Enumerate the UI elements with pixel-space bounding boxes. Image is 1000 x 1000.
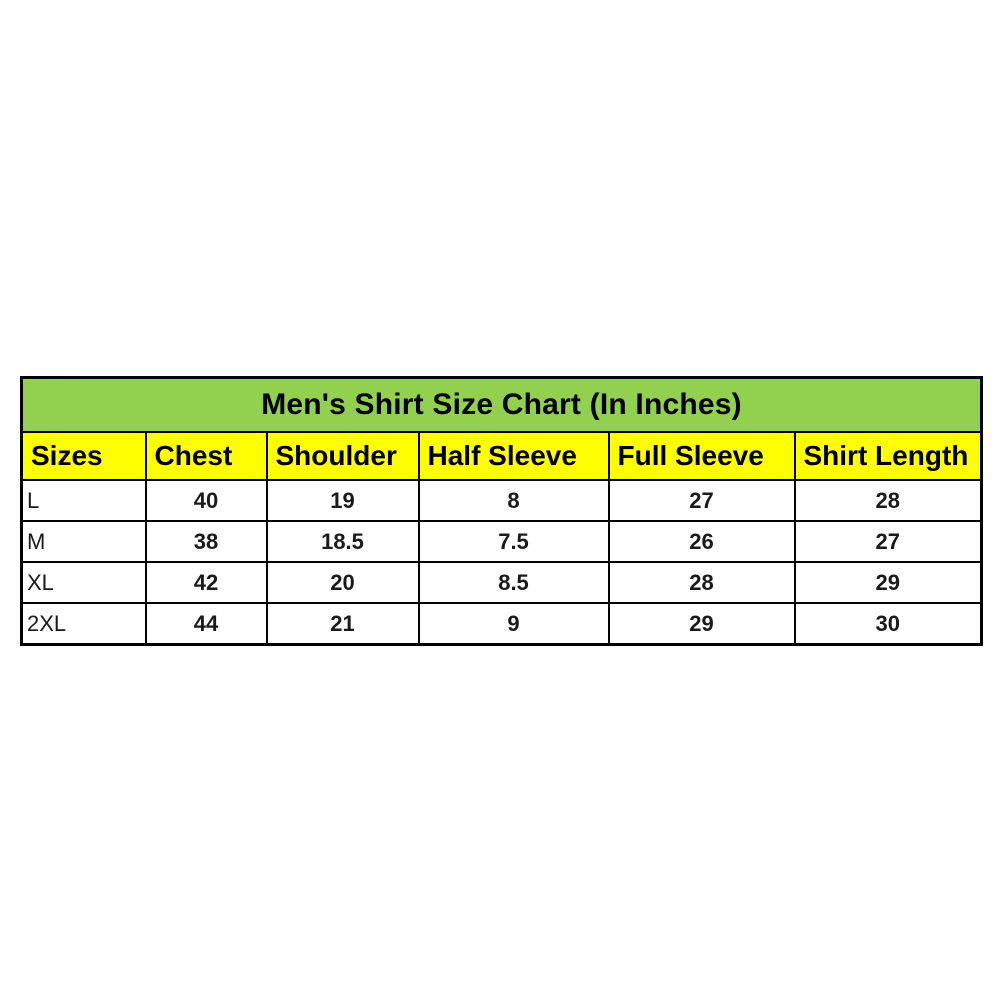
column-header-shoulder: Shoulder bbox=[265, 431, 420, 481]
value-cell: 28 bbox=[793, 479, 983, 522]
table-title: Men's Shirt Size Chart (In Inches) bbox=[20, 376, 983, 433]
value-cell: 20 bbox=[265, 561, 420, 604]
size-chart-table: Men's Shirt Size Chart (In Inches) Sizes… bbox=[20, 376, 984, 646]
size-chart-container: Men's Shirt Size Chart (In Inches) Sizes… bbox=[20, 376, 984, 646]
column-header-half-sleeve: Half Sleeve bbox=[417, 431, 610, 481]
value-cell: 38 bbox=[144, 520, 268, 563]
table-row-m: M 38 18.5 7.5 26 27 bbox=[20, 520, 983, 563]
value-cell: 40 bbox=[144, 479, 268, 522]
size-cell: XL bbox=[20, 561, 147, 604]
table-row-2xl: 2XL 44 21 9 29 30 bbox=[20, 602, 983, 646]
value-cell: 8 bbox=[417, 479, 610, 522]
value-cell: 44 bbox=[144, 602, 268, 646]
value-cell: 8.5 bbox=[417, 561, 610, 604]
value-cell: 30 bbox=[793, 602, 983, 646]
value-cell: 28 bbox=[607, 561, 796, 604]
size-cell: M bbox=[20, 520, 147, 563]
value-cell: 21 bbox=[265, 602, 420, 646]
column-header-shirt-length: Shirt Length bbox=[793, 431, 983, 481]
value-cell: 18.5 bbox=[265, 520, 420, 563]
value-cell: 19 bbox=[265, 479, 420, 522]
size-cell: 2XL bbox=[20, 602, 147, 646]
table-row-l: L 40 19 8 27 28 bbox=[20, 479, 983, 522]
size-cell: L bbox=[20, 479, 147, 522]
value-cell: 29 bbox=[793, 561, 983, 604]
column-header-sizes: Sizes bbox=[20, 431, 147, 481]
table-row-xl: XL 42 20 8.5 28 29 bbox=[20, 561, 983, 604]
value-cell: 7.5 bbox=[417, 520, 610, 563]
value-cell: 26 bbox=[607, 520, 796, 563]
value-cell: 42 bbox=[144, 561, 268, 604]
header-row: Sizes Chest Shoulder Half Sleeve Full Sl… bbox=[20, 431, 983, 481]
column-header-chest: Chest bbox=[144, 431, 268, 481]
value-cell: 27 bbox=[793, 520, 983, 563]
title-row: Men's Shirt Size Chart (In Inches) bbox=[20, 376, 983, 433]
value-cell: 9 bbox=[417, 602, 610, 646]
value-cell: 27 bbox=[607, 479, 796, 522]
value-cell: 29 bbox=[607, 602, 796, 646]
column-header-full-sleeve: Full Sleeve bbox=[607, 431, 796, 481]
